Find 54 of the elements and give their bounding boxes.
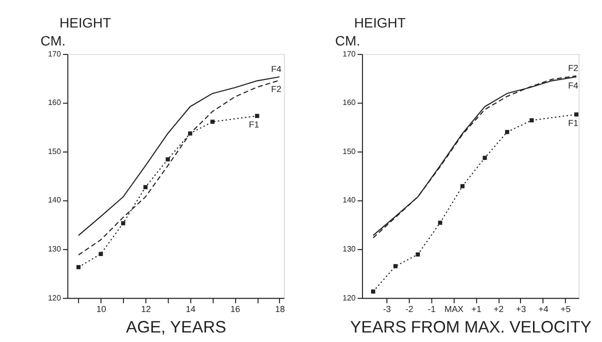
- x-tick-label: +5: [560, 304, 571, 314]
- chart-title: HEIGHT: [60, 16, 112, 31]
- point: [371, 289, 376, 294]
- x-tick-label: -1: [428, 304, 436, 314]
- point: [210, 120, 215, 124]
- point: [98, 252, 103, 256]
- x-tick-label: +2: [494, 304, 504, 314]
- point: [460, 184, 465, 188]
- x-tick-label: 18: [275, 304, 285, 314]
- y-tick-label: 140: [48, 196, 62, 205]
- y-tick-label: 160: [48, 98, 62, 108]
- point: [121, 221, 126, 226]
- point: [255, 114, 260, 118]
- y-tick-label: 170: [48, 49, 62, 58]
- y-axis-title: CM.: [335, 34, 360, 49]
- x-tick-label: 16: [230, 304, 240, 314]
- y-tick-label: 130: [48, 244, 62, 254]
- point: [166, 157, 170, 162]
- y-tick-label: 160: [342, 98, 356, 108]
- point: [530, 118, 534, 122]
- y-axis-title: CM.: [40, 34, 66, 49]
- x-tick-label: +3: [516, 304, 526, 314]
- point: [438, 220, 442, 225]
- y-tick-label: 170: [342, 49, 356, 58]
- x-tick-label: +1: [471, 304, 482, 314]
- point: [393, 264, 398, 268]
- point: [416, 252, 420, 257]
- x-tick-label: -2: [405, 304, 414, 314]
- point: [505, 130, 510, 134]
- x-tick-label: +4: [538, 304, 548, 314]
- x-axis-title: YEARS FROM MAX. VELOCITY: [350, 318, 592, 337]
- y-tick-label: 120: [48, 293, 62, 302]
- x-tick-label: 10: [96, 304, 106, 314]
- x-tick-label: -3: [383, 304, 392, 314]
- x-tick-label: 12: [141, 304, 151, 314]
- y-tick-label: 120: [342, 293, 356, 302]
- series-label: F1: [248, 120, 260, 130]
- point: [574, 112, 578, 117]
- series-label: F2: [271, 84, 282, 94]
- y-tick-label: 130: [342, 244, 356, 254]
- series-label: F1: [568, 118, 578, 128]
- chart-title: HEIGHT: [354, 16, 406, 31]
- y-tick-label: 140: [342, 196, 356, 205]
- x-axis-title: AGE, YEARS: [126, 318, 226, 337]
- series-label: F4: [568, 80, 578, 91]
- series-label: F2: [568, 63, 578, 74]
- x-tick-label: 14: [186, 304, 196, 314]
- y-tick-label: 150: [48, 146, 62, 156]
- point: [76, 265, 81, 270]
- series-label: F4: [271, 64, 282, 74]
- point: [482, 156, 487, 160]
- point: [143, 185, 148, 190]
- y-tick-label: 150: [342, 146, 356, 156]
- x-tick-label: MAX: [444, 304, 464, 314]
